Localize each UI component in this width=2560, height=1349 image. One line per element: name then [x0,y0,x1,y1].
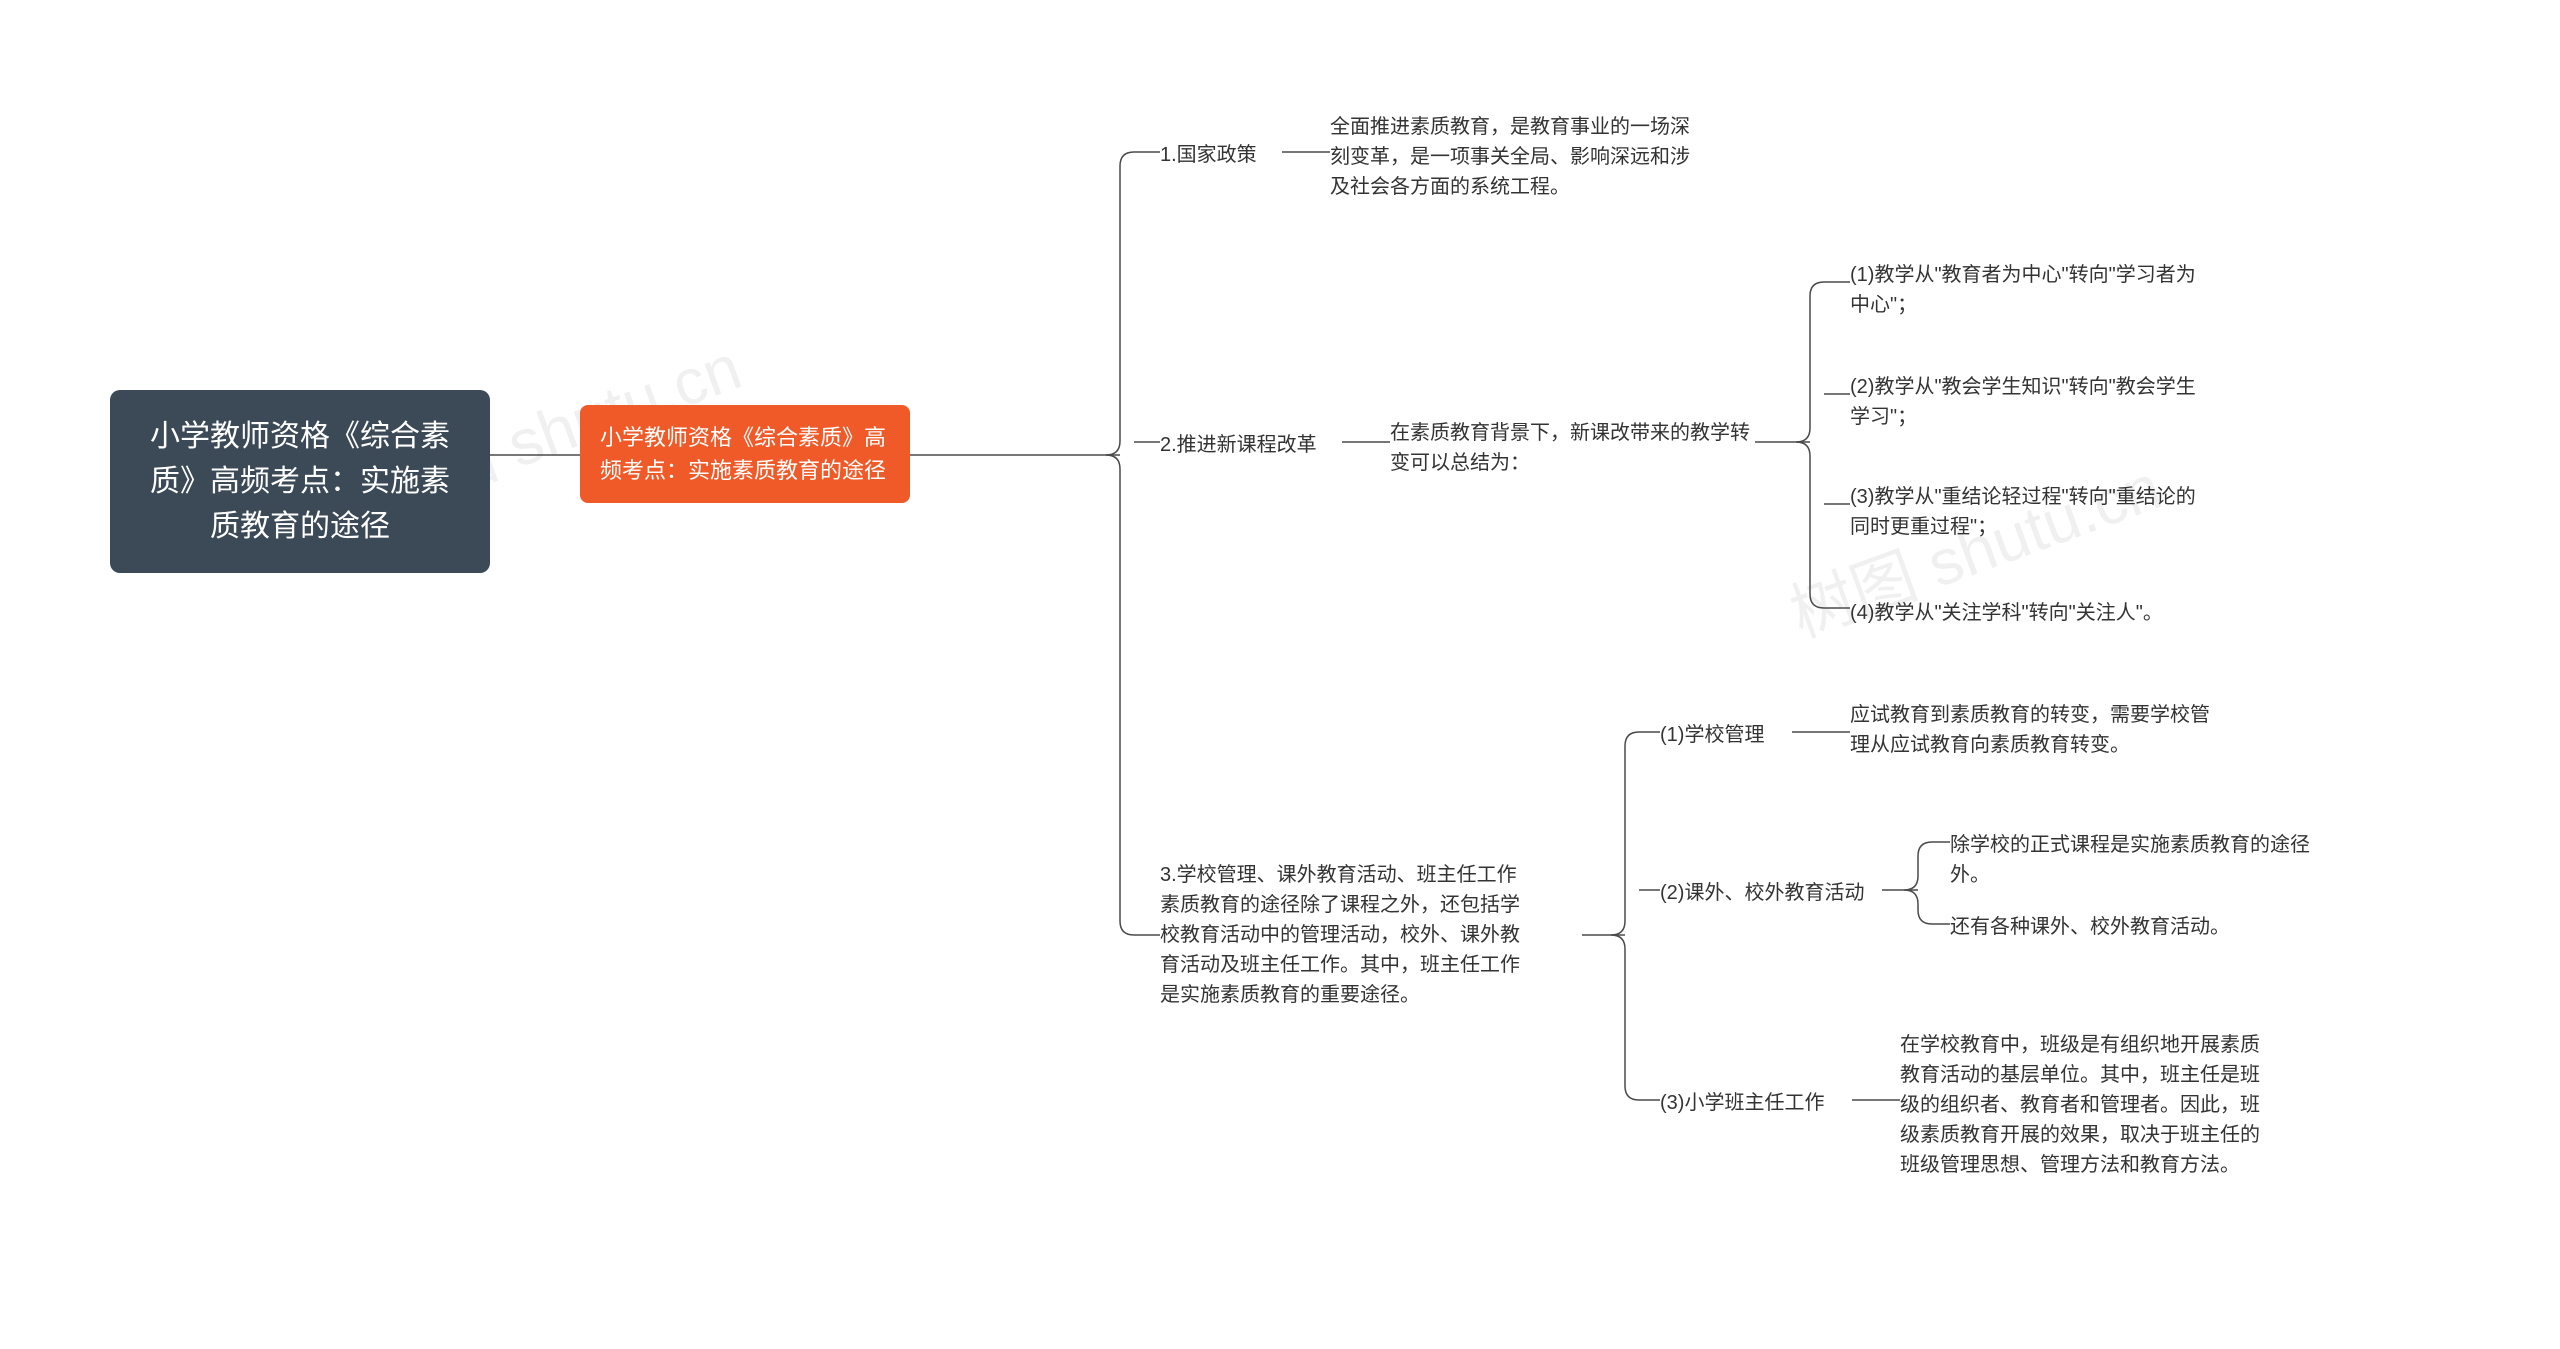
node-n2c1c: (3)教学从"重结论轻过程"转向"重结论的同时更重过程"； [1850,482,2210,542]
node-n3c3a: 在学校教育中，班级是有组织地开展素质教育活动的基层单位。其中，班主任是班级的组织… [1900,1030,2270,1180]
root-node: 小学教师资格《综合素质》高频考点：实施素质教育的途径 [110,390,490,573]
node-n3c2: (2)课外、校外教育活动 [1660,878,1880,908]
node-n2c1b: (2)教学从"教会学生知识"转向"教会学生学习"； [1850,372,2210,432]
node-n3c2b: 还有各种课外、校外教育活动。 [1950,912,2310,942]
subtopic-node: 小学教师资格《综合素质》高频考点：实施素质教育的途径 [580,405,910,503]
node-n2c1: 在素质教育背景下，新课改带来的教学转变可以总结为： [1390,418,1750,478]
node-n3c2a: 除学校的正式课程是实施素质教育的途径外。 [1950,830,2310,890]
node-n2: 2.推进新课程改革 [1160,430,1340,460]
mindmap-canvas: 树图 shutu.cn 树图 shutu.cn 小学教师资格《综合素质》高频考点… [0,0,2560,1349]
node-n2c1a: (1)教学从"教育者为中心"转向"学习者为中心"； [1850,260,2210,320]
node-n3: 3.学校管理、课外教育活动、班主任工作素质教育的途径除了课程之外，还包括学校教育… [1160,860,1530,1010]
node-n3c1a: 应试教育到素质教育的转变，需要学校管理从应试教育向素质教育转变。 [1850,700,2210,760]
node-n3c1: (1)学校管理 [1660,720,1790,750]
node-n1c1: 全面推进素质教育，是教育事业的一场深刻变革，是一项事关全局、影响深远和涉及社会各… [1330,112,1690,202]
node-n2c1d: (4)教学从"关注学科"转向"关注人"。 [1850,598,2210,628]
node-n1: 1.国家政策 [1160,140,1280,170]
node-n3c3: (3)小学班主任工作 [1660,1088,1850,1118]
